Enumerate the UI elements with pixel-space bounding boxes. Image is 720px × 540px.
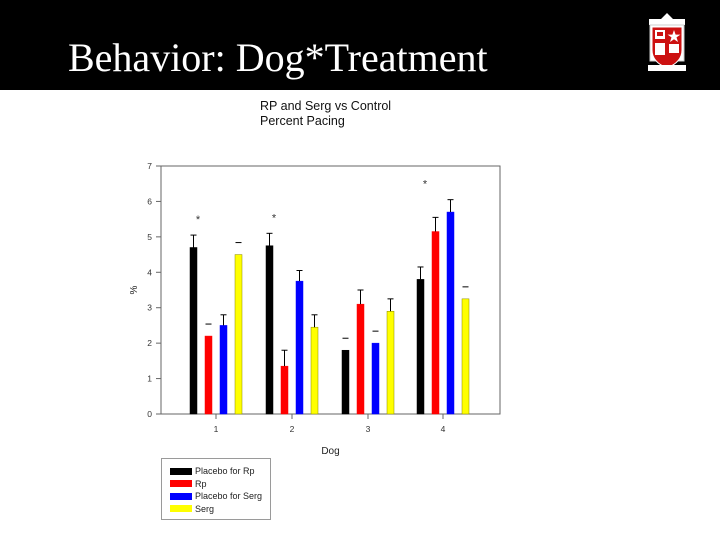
y-tick-label: 5 — [147, 232, 152, 242]
legend-swatch — [170, 480, 192, 488]
legend-swatch — [170, 467, 192, 475]
x-tick-label: 4 — [441, 424, 446, 434]
x-tick-label: 3 — [366, 424, 371, 434]
legend-item: Placebo for Serg — [170, 490, 270, 503]
y-tick-label: 6 — [147, 196, 152, 206]
y-tick-label: 0 — [147, 409, 152, 419]
y-tick-label: 7 — [147, 161, 152, 171]
bar — [280, 365, 289, 415]
bar — [461, 298, 470, 415]
legend-item: Serg — [170, 503, 270, 516]
y-tick-label: 2 — [147, 338, 152, 348]
slide-title: Behavior: Dog*Treatment — [68, 35, 488, 80]
legend-label: Placebo for Serg — [195, 491, 263, 502]
bar — [265, 245, 274, 415]
y-axis-label: % — [129, 285, 140, 294]
bar — [341, 349, 350, 415]
x-tick-label: 1 — [214, 424, 219, 434]
bar — [386, 311, 395, 415]
x-tick-label: 2 — [290, 424, 295, 434]
y-tick-label: 4 — [147, 267, 152, 277]
legend-item: Placebo for Rp — [170, 465, 270, 478]
legend-swatch — [170, 492, 192, 500]
legend-item: Rp — [170, 478, 270, 491]
bar — [431, 231, 440, 415]
university-crest-icon — [648, 13, 686, 71]
bar — [295, 280, 304, 415]
y-tick-label: 3 — [147, 303, 152, 313]
bar — [189, 247, 198, 415]
legend-swatch — [170, 505, 192, 513]
bar — [416, 279, 425, 415]
bar — [310, 326, 319, 415]
significance-marker: * — [423, 179, 428, 191]
significance-marker: * — [196, 214, 201, 226]
chart-title-line-2: Percent Pacing — [260, 114, 345, 128]
bar — [219, 325, 228, 415]
y-tick-label: 1 — [147, 374, 152, 384]
x-axis-label: Dog — [321, 446, 339, 457]
bar — [446, 211, 455, 415]
legend-label: Serg — [195, 503, 215, 514]
plot-frame — [160, 165, 501, 415]
chart-legend: Placebo for Rp Rp Placebo for Serg Serg — [161, 458, 271, 520]
bar — [234, 254, 243, 415]
chart-title: RP and Serg vs Control Percent Pacing — [260, 99, 391, 129]
bar — [371, 342, 380, 415]
chart-title-line-1: RP and Serg vs Control — [260, 99, 392, 113]
bar — [356, 303, 365, 415]
legend-label: Rp — [195, 478, 207, 489]
bar — [204, 335, 213, 415]
legend-label: Placebo for Rp — [195, 466, 255, 477]
significance-marker: * — [272, 212, 277, 224]
slide-header: Behavior: Dog*Treatment — [0, 0, 720, 90]
